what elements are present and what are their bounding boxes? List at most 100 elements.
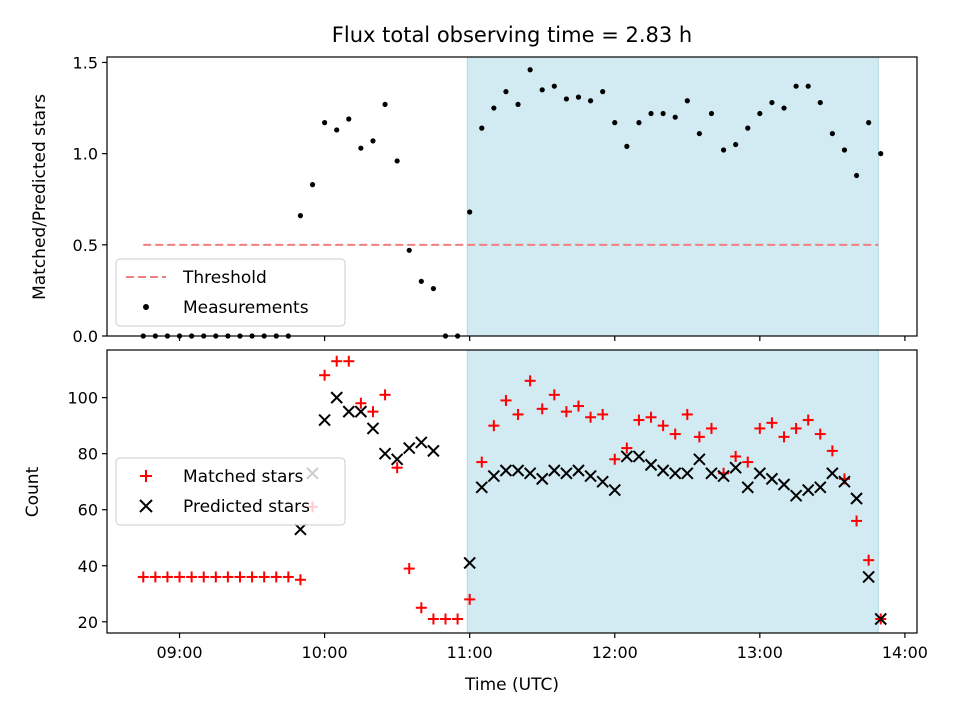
matched-star-point-20 xyxy=(379,389,391,401)
predicted-star-point-12 xyxy=(463,556,476,570)
predicted-star-point-42 xyxy=(826,467,839,480)
matched-star-point-46 xyxy=(693,431,705,443)
predicted-star-point-5 xyxy=(354,405,368,418)
matched-star-point-38 xyxy=(597,408,609,420)
matched-star-point-57 xyxy=(826,445,838,457)
top-x-ticks xyxy=(178,336,906,341)
matched-star-point-56 xyxy=(814,428,826,440)
matched-star-point-26 xyxy=(452,613,464,625)
measurement-point-23 xyxy=(418,278,424,284)
measurement-point-14 xyxy=(309,182,316,188)
matched-star-point-18 xyxy=(355,397,367,409)
measurement-point-47 xyxy=(708,110,715,117)
y-tick-label-0-0-top: 0.0 xyxy=(73,327,98,346)
predicted-legend-swatch xyxy=(139,499,153,513)
predicted-star-point-14 xyxy=(487,469,501,483)
measurement-point-45 xyxy=(684,98,690,104)
matched-star-point-23 xyxy=(415,602,427,614)
measurement-point-51 xyxy=(757,110,763,117)
matched-star-point-42 xyxy=(645,411,657,423)
measurements-legend-swatch xyxy=(143,304,149,310)
measurement-point-30 xyxy=(503,89,509,95)
matched-star-point-39 xyxy=(609,453,621,465)
matched-star-point-2 xyxy=(161,571,173,583)
predicted-star-point-15 xyxy=(499,464,513,477)
measurement-point-56 xyxy=(817,99,823,106)
matched-star-point-33 xyxy=(536,403,548,415)
measurement-point-34 xyxy=(551,83,557,89)
top-observing-span xyxy=(466,56,879,337)
matched-star-point-17 xyxy=(343,355,355,367)
matched-star-point-32 xyxy=(524,375,536,387)
x-tick-label-13-00: 13:00 xyxy=(737,643,783,662)
matched-star-point-28 xyxy=(476,456,488,468)
measurement-point-33 xyxy=(539,87,545,93)
bottom-plot-frame xyxy=(106,349,918,634)
matched-star-point-37 xyxy=(585,411,597,423)
predicted-star-point-2 xyxy=(318,413,331,427)
predicted-star-point-28 xyxy=(656,464,670,477)
measurement-point-21 xyxy=(394,158,400,164)
predicted-star-point-37 xyxy=(765,472,779,486)
predicted-star-point-41 xyxy=(814,481,827,494)
predicted-star-point-19 xyxy=(548,464,561,477)
predicted-star-point-4 xyxy=(342,405,355,418)
measurement-point-43 xyxy=(660,110,666,117)
predicted-star-point-33 xyxy=(717,469,730,483)
predicted-star-point-35 xyxy=(741,481,754,494)
matched-star-point-35 xyxy=(560,406,572,418)
bottom-legend: Matched stars Predicted stars xyxy=(115,457,346,526)
measurement-point-58 xyxy=(841,147,848,153)
bottom-panel: 09:00 10:00 11:00 12:00 13:00 14:00 20 40 60 80 1… xyxy=(23,349,928,695)
matched-star-point-6 xyxy=(210,571,222,583)
x-tick-label-12-00: 12:00 xyxy=(592,643,638,662)
y-tick-label-0-5-top: 0.5 xyxy=(73,236,98,255)
matched-star-point-41 xyxy=(633,414,645,426)
predicted-star-point-44 xyxy=(850,492,863,505)
predicted-star-point-23 xyxy=(596,475,609,488)
y-tick-label-100-bot: 100 xyxy=(67,389,98,408)
measurement-point-27 xyxy=(467,209,473,215)
matched-star-point-16 xyxy=(331,355,343,367)
matched-star-point-51 xyxy=(754,422,766,434)
predicted-star-point-43 xyxy=(838,475,851,488)
matched-star-point-36 xyxy=(572,400,584,412)
measurement-point-59 xyxy=(853,172,860,179)
matched-star-point-53 xyxy=(778,431,790,443)
predicted-star-point-40 xyxy=(801,483,815,497)
measurement-point-24 xyxy=(430,285,437,292)
matched-star-point-12 xyxy=(282,571,294,583)
predicted-star-point-11 xyxy=(427,444,440,458)
matched-star-point-31 xyxy=(512,408,524,420)
predicted-star-point-29 xyxy=(669,467,682,480)
predicted-star-point-10 xyxy=(415,436,428,449)
matched-legend-label: Matched stars xyxy=(183,467,303,487)
predicted-star-point-25 xyxy=(620,450,634,463)
predicted-star-point-32 xyxy=(705,467,718,480)
measurement-point-52 xyxy=(769,99,775,106)
matched-star-point-54 xyxy=(790,422,802,434)
measurement-point-20 xyxy=(382,101,388,108)
bottom-y-ticks: 20 40 60 80 100 xyxy=(67,389,107,632)
predicted-star-point-7 xyxy=(378,447,392,460)
measurement-point-57 xyxy=(829,130,835,137)
matched-star-point-8 xyxy=(234,571,246,583)
matched-star-point-34 xyxy=(548,389,560,401)
matched-star-point-19 xyxy=(367,406,379,418)
bottom-x-ticks: 09:00 10:00 11:00 12:00 13:00 14:00 xyxy=(156,633,928,662)
predicted-star-point-8 xyxy=(390,453,404,466)
matched-star-point-1 xyxy=(149,571,161,583)
matched-star-point-45 xyxy=(681,408,693,420)
predicted-star-point-38 xyxy=(777,478,791,491)
y-tick-label-60-bot: 60 xyxy=(78,501,98,520)
measurement-point-61 xyxy=(878,151,884,157)
matched-star-point-10 xyxy=(258,571,270,583)
predicted-star-point-26 xyxy=(632,450,646,463)
predicted-legend-label: Predicted stars xyxy=(183,497,310,517)
y-tick-label-40-bot: 40 xyxy=(78,557,98,576)
predicted-star-point-6 xyxy=(366,422,380,435)
predicted-star-point-16 xyxy=(511,464,525,477)
matched-star-point-52 xyxy=(766,417,778,429)
predicted-star-point-22 xyxy=(584,469,597,483)
